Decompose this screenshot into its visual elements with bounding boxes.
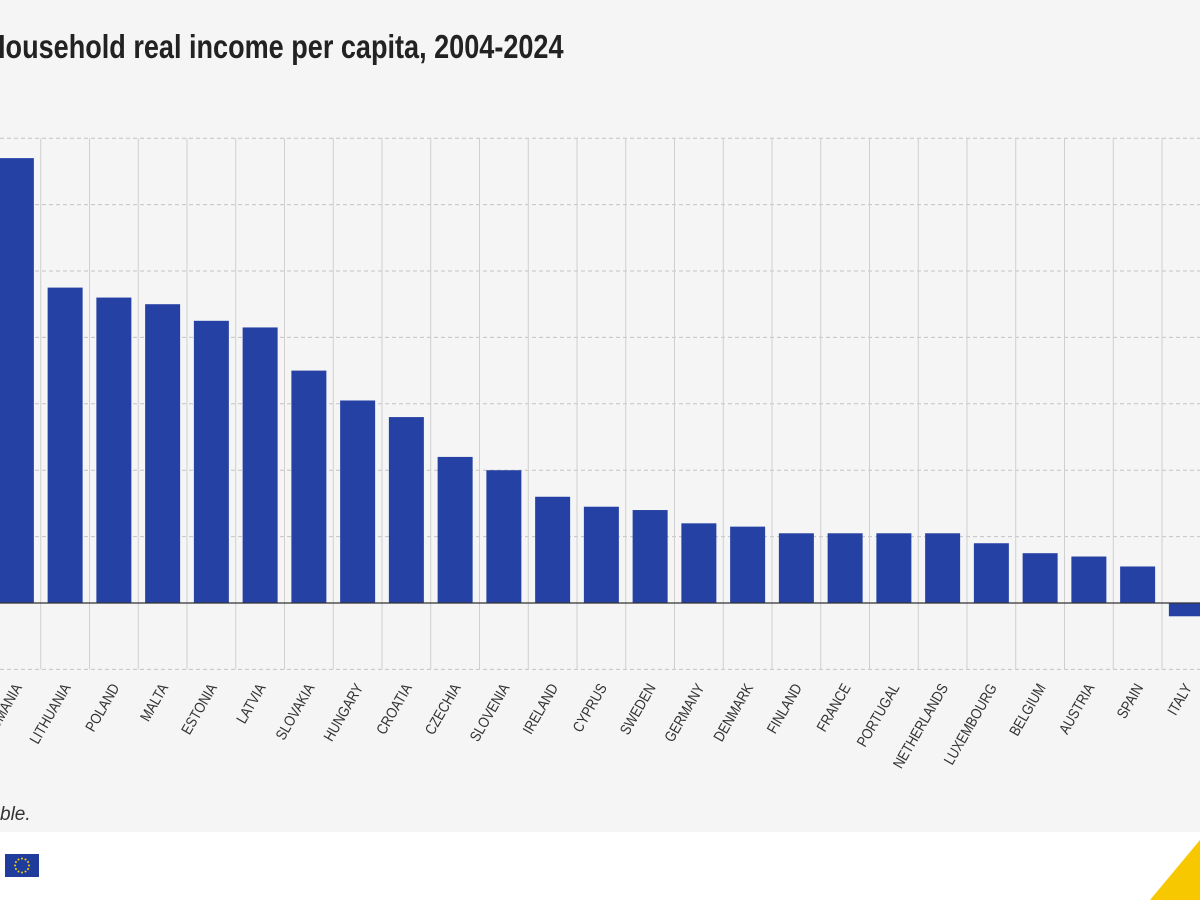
x-tick-label: CYPRUS: [569, 680, 610, 735]
x-tick-label: SLOVENIA: [466, 680, 513, 744]
bar-malta: [145, 304, 181, 603]
x-tick-label: ROMANIA: [0, 680, 26, 741]
bar-poland: [96, 297, 132, 603]
x-tick-label: LATVIA: [233, 680, 270, 726]
x-tick-label: POLAND: [82, 680, 123, 734]
bar-chart: ROMANIA LITHUANIA POLAND MALTA ESTONIA LATVIA…: [0, 137, 1200, 771]
x-tick-label: LITHUANIA: [26, 680, 75, 747]
x-tick-label: BELGIUM: [1005, 680, 1049, 738]
x-tick-label: AUSTRIA: [1055, 680, 1098, 737]
bar-italy: [1168, 603, 1200, 617]
x-tick-label: LUXEMBOURG: [940, 680, 1000, 767]
bar-cyprus: [583, 506, 619, 603]
x-tick-label: DENMARK: [710, 680, 757, 744]
bar-czechia: [437, 456, 473, 603]
footnote: ble.: [0, 804, 31, 825]
bar-slovenia: [486, 470, 522, 603]
x-tick-label: SWEDEN: [616, 680, 659, 737]
x-tick-label: ITALY: [1163, 680, 1195, 718]
bar-slovakia: [291, 370, 327, 603]
bar-netherlands: [925, 533, 961, 603]
bar-lithuania: [47, 287, 83, 603]
corner-decoration: [1150, 840, 1200, 900]
bar-hungary: [340, 400, 376, 603]
bar-spain: [1120, 566, 1156, 603]
bar-austria: [1071, 556, 1107, 603]
bar-portugal: [876, 533, 912, 603]
x-tick-label: CROATIA: [372, 680, 415, 737]
x-tick-label: SLOVAKIA: [272, 680, 318, 743]
bar-france: [827, 533, 863, 603]
bar-germany: [681, 523, 717, 603]
x-tick-label: HUNGARY: [320, 680, 367, 744]
bar-sweden: [632, 510, 668, 603]
bar-luxembourg: [973, 543, 1009, 603]
x-tick-label: SPAIN: [1113, 680, 1147, 721]
x-tick-label: CZECHIA: [421, 680, 464, 738]
bar-croatia: [388, 417, 424, 603]
bar-latvia: [242, 327, 278, 603]
bar-romania: [0, 158, 34, 603]
bar-denmark: [730, 526, 766, 603]
bar-estonia: [193, 320, 229, 603]
x-tick-label: MALTA: [136, 680, 172, 724]
x-tick-label: IRELAND: [519, 680, 562, 736]
x-tick-label: ESTONIA: [177, 680, 220, 737]
chart-title: Household real income per capita, 2004-2…: [0, 28, 564, 65]
bar-ireland: [535, 496, 571, 603]
eu-flag-icon: [5, 854, 39, 877]
x-tick-label: PORTUGAL: [853, 680, 903, 749]
bar-finland: [778, 533, 814, 603]
x-tick-label: FRANCE: [813, 680, 854, 734]
bar-belgium: [1022, 553, 1058, 603]
x-tick-label: FINLAND: [763, 680, 805, 736]
x-tick-label: GERMANY: [661, 680, 708, 744]
